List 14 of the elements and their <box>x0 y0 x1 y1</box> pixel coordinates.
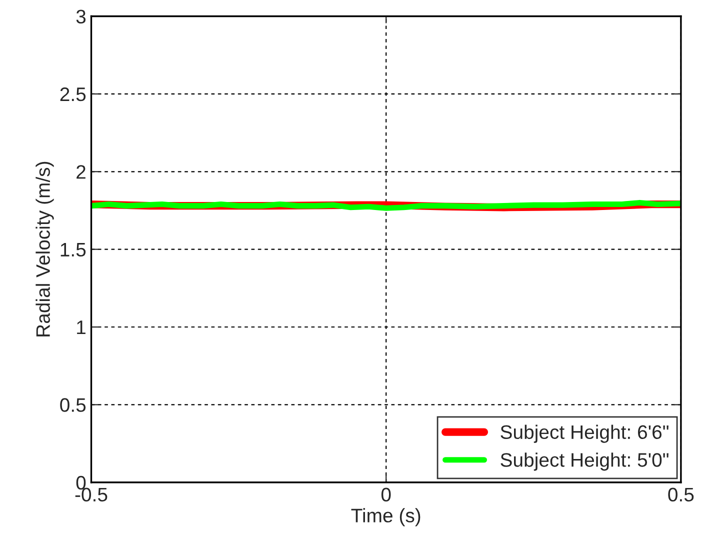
x-tick-label: 0 <box>381 488 391 502</box>
legend-label: Subject Height: 5'0" <box>500 452 668 471</box>
y-tick-label: 3 <box>76 10 86 24</box>
x-tick-label: 0.5 <box>668 488 694 502</box>
y-tick-label: 0.5 <box>60 398 86 412</box>
y-tick-label: 1 <box>77 320 86 334</box>
y-axis-title: Radial Velocity (m/s) <box>36 162 54 336</box>
legend-label: Subject Height: 6'6" <box>500 424 668 443</box>
y-tick-label: 2.5 <box>60 87 86 102</box>
x-axis-title: Time (s) <box>351 508 420 526</box>
x-tick-label: -0.5 <box>75 488 108 502</box>
y-tick-label: 2 <box>76 165 86 179</box>
y-tick-label: 0 <box>76 476 86 490</box>
y-tick-label: 1.5 <box>60 242 86 257</box>
